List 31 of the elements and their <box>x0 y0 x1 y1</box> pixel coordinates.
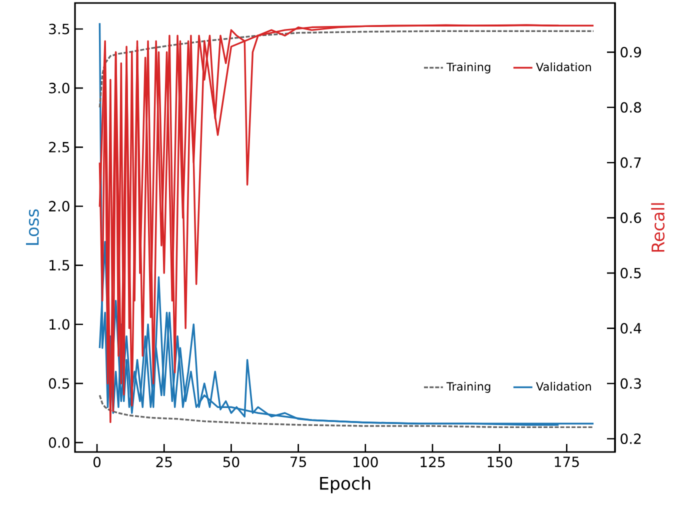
y-tick-label: 0.0 <box>48 437 70 448</box>
y2-tick-label: 0.6 <box>620 212 642 224</box>
x-tick-label: 100 <box>354 456 378 468</box>
y2-tick-label: 0.9 <box>620 46 642 58</box>
y-tick-label: 3.0 <box>49 82 70 94</box>
y-tick-label: 1.0 <box>50 319 70 330</box>
y-tick-label: 1.5 <box>50 260 70 270</box>
y2-axis-title: Recall <box>651 203 665 252</box>
y2-tick-label: 0.5 <box>620 268 641 278</box>
y-tick-label: 2.0 <box>49 200 70 212</box>
x-tick-label: 25 <box>156 456 172 468</box>
legend-label: Training <box>446 382 490 393</box>
y-tick-label: 2.5 <box>49 142 70 152</box>
y2-tick-label: 0.4 <box>620 322 642 334</box>
x-tick-label: 175 <box>554 456 579 468</box>
x-tick-label: 0 <box>93 456 101 468</box>
y2-tick-label: 0.2 <box>620 433 641 444</box>
x-axis-title: Epoch <box>320 476 370 494</box>
y-tick-label: 0.5 <box>48 378 70 389</box>
legend-label: Validation <box>536 382 591 391</box>
x-tick-label: 50 <box>223 456 240 468</box>
y2-tick-label: 0.3 <box>620 378 641 389</box>
y2-tick-label: 0.8 <box>620 102 642 113</box>
y-tick-label: 3.5 <box>49 24 70 34</box>
x-tick-label: 150 <box>488 456 512 468</box>
legend-label: Training <box>446 62 490 74</box>
x-tick-label: 125 <box>420 456 445 468</box>
x-tick-label: 75 <box>290 456 306 468</box>
legend-label: Validation <box>536 62 591 72</box>
y-axis-title: Loss <box>26 209 39 245</box>
y2-tick-label: 0.7 <box>620 157 641 168</box>
